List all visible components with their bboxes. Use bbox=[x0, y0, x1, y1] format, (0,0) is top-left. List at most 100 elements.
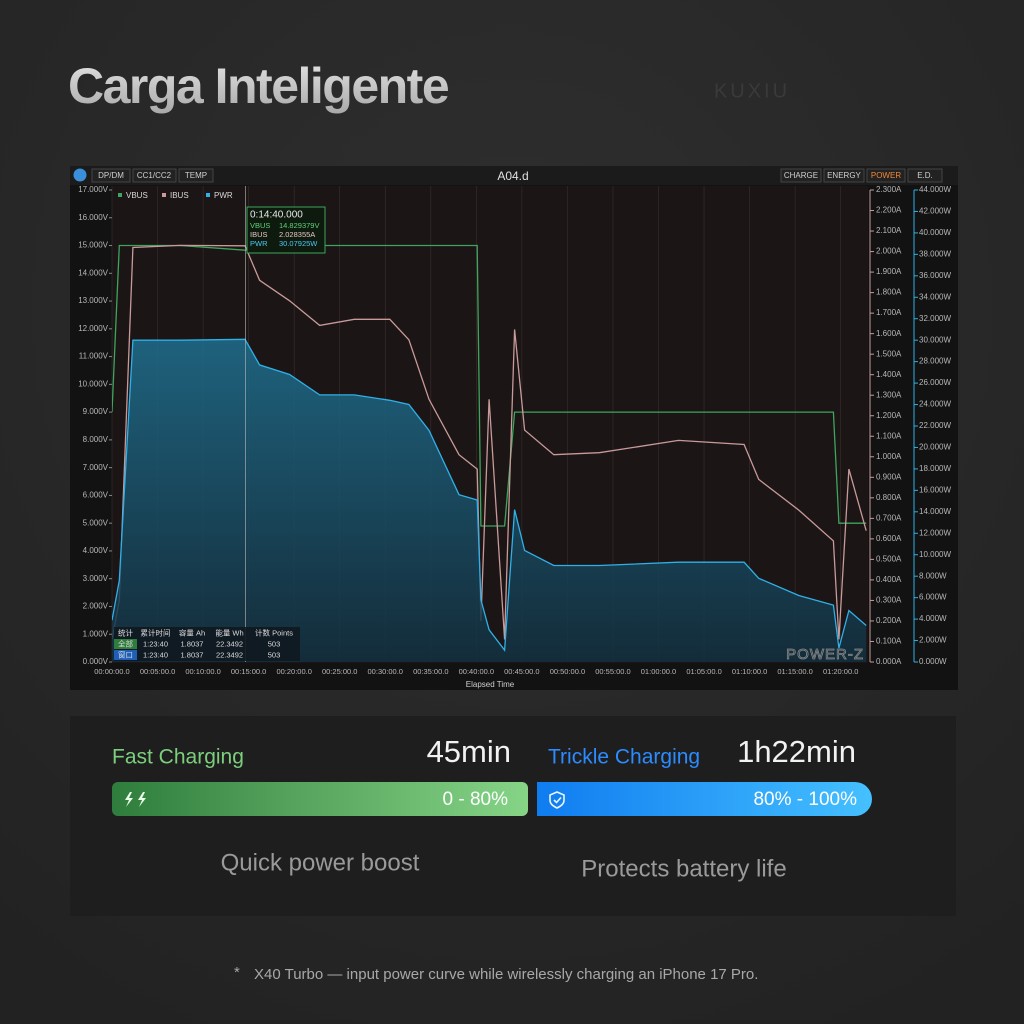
y3-tick-label: 36.000W bbox=[919, 271, 951, 280]
x-tick-label: 00:10:00.0 bbox=[185, 667, 220, 676]
x-tick-label: 00:55:00.0 bbox=[595, 667, 630, 676]
y2-tick-label: 2.100A bbox=[876, 226, 902, 235]
y-tick-label: 11.000V bbox=[79, 352, 109, 361]
x-tick-label: 00:30:00.0 bbox=[368, 667, 403, 676]
tab-label[interactable]: TEMP bbox=[185, 171, 207, 180]
x-tick-label: 00:05:00.0 bbox=[140, 667, 175, 676]
table-header: 容量 Ah bbox=[179, 627, 205, 637]
y-tick-label: 4.000V bbox=[83, 546, 109, 555]
legend-swatch bbox=[118, 193, 122, 197]
x-tick-label: 00:20:00.0 bbox=[276, 667, 311, 676]
tab-label[interactable]: E.D. bbox=[917, 171, 933, 180]
footnote-mark: * bbox=[234, 964, 240, 981]
y2-tick-label: 0.500A bbox=[876, 555, 902, 564]
brand-watermark: KUXIU bbox=[714, 80, 790, 102]
tooltip-key: IBUS bbox=[250, 230, 268, 239]
tab-label[interactable]: DP/DM bbox=[98, 171, 124, 180]
x-tick-label: 01:20:00.0 bbox=[823, 667, 858, 676]
y2-tick-label: 1.800A bbox=[876, 288, 902, 297]
y3-tick-label: 12.000W bbox=[919, 528, 951, 537]
y2-tick-label: 1.200A bbox=[876, 411, 902, 420]
y2-tick-label: 0.600A bbox=[876, 534, 902, 543]
phase-caption: Protects battery life bbox=[581, 855, 786, 882]
y3-tick-label: 34.000W bbox=[919, 292, 951, 301]
y-tick-label: 10.000V bbox=[78, 379, 108, 388]
y3-tick-label: 42.000W bbox=[919, 207, 951, 216]
y-tick-label: 6.000V bbox=[83, 491, 109, 500]
y-tick-label: 7.000V bbox=[83, 463, 109, 472]
y3-tick-label: 20.000W bbox=[919, 443, 951, 452]
table-cell: 1.8037 bbox=[181, 639, 204, 648]
x-tick-label: 01:10:00.0 bbox=[732, 667, 767, 676]
legend-swatch bbox=[162, 193, 166, 197]
y-tick-label: 17.000V bbox=[78, 185, 108, 194]
y2-tick-label: 1.600A bbox=[876, 329, 902, 338]
table-cell: 22.3492 bbox=[216, 650, 243, 659]
y2-tick-label: 1.400A bbox=[876, 370, 902, 379]
phase-label: Trickle Charging bbox=[548, 746, 700, 769]
y-tick-label: 15.000V bbox=[78, 241, 108, 250]
footnote: X40 Turbo — input power curve while wire… bbox=[254, 966, 758, 983]
tab-label[interactable]: CHARGE bbox=[784, 171, 818, 180]
x-tick-label: 00:45:00.0 bbox=[504, 667, 539, 676]
table-header: 统计 bbox=[118, 627, 133, 637]
x-tick-label: 00:40:00.0 bbox=[459, 667, 494, 676]
table-cell: 1:23:40 bbox=[143, 639, 168, 648]
tab-label[interactable]: CC1/CC2 bbox=[137, 171, 172, 180]
watermark: POWER-Z bbox=[786, 646, 864, 663]
y-tick-label: 1.000V bbox=[83, 629, 109, 638]
y-tick-label: 16.000V bbox=[78, 213, 108, 222]
y3-tick-label: 2.000W bbox=[919, 636, 947, 645]
phase-range: 0 - 80% bbox=[443, 789, 509, 810]
x-tick-label: 01:05:00.0 bbox=[686, 667, 721, 676]
tab[interactable] bbox=[907, 168, 943, 183]
series-line bbox=[112, 338, 867, 652]
table-header: 累计时间 bbox=[141, 627, 171, 637]
legend-swatch bbox=[206, 193, 210, 197]
y2-tick-label: 2.300A bbox=[876, 185, 902, 194]
y3-tick-label: 0.000W bbox=[919, 657, 947, 666]
y3-tick-label: 28.000W bbox=[919, 357, 951, 366]
app-logo bbox=[73, 168, 87, 182]
tab[interactable] bbox=[178, 168, 214, 183]
y2-tick-label: 0.900A bbox=[876, 472, 902, 481]
y3-tick-label: 8.000W bbox=[919, 571, 947, 580]
legend-label: VBUS bbox=[126, 191, 148, 200]
stats-table bbox=[114, 627, 300, 661]
y2-tick-label: 1.100A bbox=[876, 431, 902, 440]
y2-tick-label: 1.000A bbox=[876, 452, 902, 461]
legend-label: IBUS bbox=[170, 191, 189, 200]
x-tick-label: 01:15:00.0 bbox=[777, 667, 812, 676]
y3-tick-label: 4.000W bbox=[919, 614, 947, 623]
phase-time: 45min bbox=[427, 734, 511, 769]
tab-label[interactable]: ENERGY bbox=[827, 171, 861, 180]
phase-range: 80% - 100% bbox=[753, 789, 857, 810]
tooltip-time: 0:14:40.000 bbox=[250, 210, 303, 221]
table-cell: 22.3492 bbox=[216, 639, 243, 648]
table-cell: 1:23:40 bbox=[143, 650, 168, 659]
y-tick-label: 2.000V bbox=[83, 602, 109, 611]
y3-tick-label: 18.000W bbox=[919, 464, 951, 473]
tab[interactable] bbox=[91, 168, 131, 183]
y-tick-label: 13.000V bbox=[78, 296, 108, 305]
y2-tick-label: 2.000A bbox=[876, 247, 902, 256]
y2-tick-label: 0.400A bbox=[876, 575, 902, 584]
y2-tick-label: 0.700A bbox=[876, 513, 902, 522]
phase-bar bbox=[112, 782, 528, 816]
y2-tick-label: 1.300A bbox=[876, 390, 902, 399]
tab-label[interactable]: POWER bbox=[871, 171, 901, 180]
tab[interactable] bbox=[132, 168, 177, 183]
table-header: 计数 Points bbox=[255, 627, 293, 637]
file-name: A04.d bbox=[497, 169, 528, 183]
x-tick-label: 00:25:00.0 bbox=[322, 667, 357, 676]
y-tick-label: 12.000V bbox=[78, 324, 108, 333]
table-cell: 503 bbox=[268, 639, 281, 648]
tab[interactable] bbox=[823, 168, 865, 183]
tab[interactable] bbox=[780, 168, 822, 183]
y3-tick-label: 32.000W bbox=[919, 314, 951, 323]
tab[interactable] bbox=[866, 168, 906, 183]
table-cell: 503 bbox=[268, 650, 281, 659]
page-title: Carga Inteligente bbox=[68, 58, 449, 114]
y2-tick-label: 1.500A bbox=[876, 349, 902, 358]
